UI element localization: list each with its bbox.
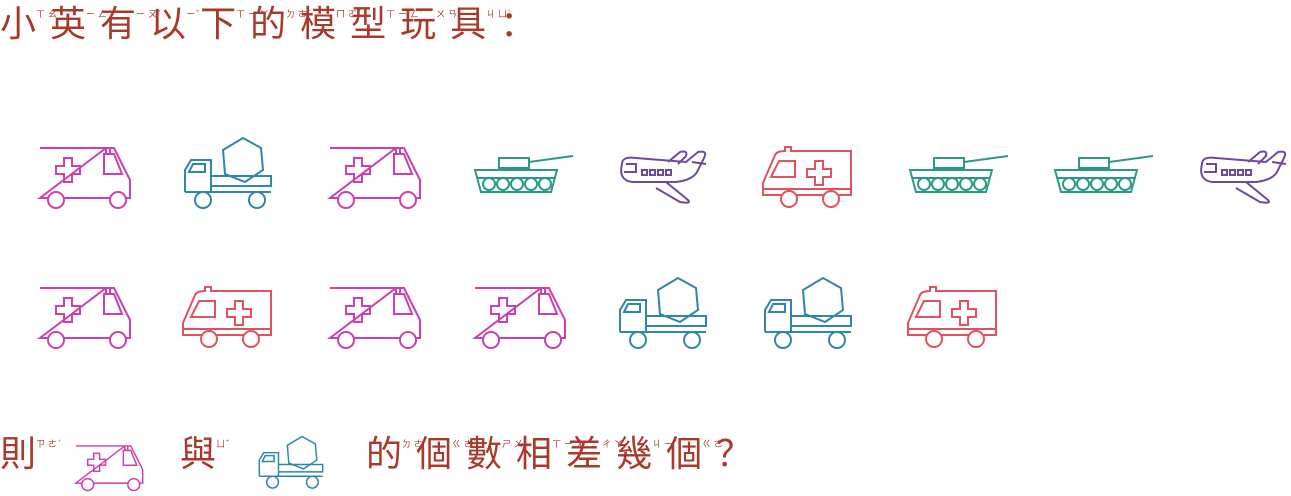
question-char: 玩 <box>400 4 437 45</box>
question-char: 英 <box>50 4 87 45</box>
zhuyin-annotation: ㄒ ㄠˇ <box>36 10 62 20</box>
ambulance-right-icon <box>326 280 426 350</box>
zhuyin-annotation: ㄒ ㄧ ㄥˊ <box>386 10 424 20</box>
question-char: 則 <box>0 434 37 475</box>
airplane-icon <box>1196 150 1290 206</box>
zhuyin-annotation: ㄒ ㄧ ㄤ <box>552 440 585 450</box>
question-char: 個 <box>666 434 703 475</box>
zhuyin-annotation: ㄔ ㄚ <box>602 440 623 450</box>
tank-icon <box>471 154 575 198</box>
ambulance-right-icon <box>326 140 426 210</box>
zhuyin-annotation: ㄕ ㄨˋ <box>502 440 528 450</box>
toy-row-1 <box>0 136 1291 220</box>
question-char: 幾 <box>616 434 653 475</box>
zhuyin-annotation: ㄐ ㄧˇ <box>652 440 678 450</box>
zhuyin-annotation: ㄒ ㄧ ㄚˋ <box>236 10 274 20</box>
ambulance-right-icon <box>36 280 136 350</box>
cement-truck-reference-icon <box>255 435 327 495</box>
question-char: ： <box>500 4 537 45</box>
zhuyin-annotation: ㄩˇ <box>216 440 230 450</box>
question-char: 模 <box>300 4 337 45</box>
zhuyin-annotation: ㄧˇ <box>186 10 200 20</box>
question-char: ？ <box>716 434 753 475</box>
zhuyin-annotation: ㄍ ㄜˋ <box>452 440 478 450</box>
question-char: 有 <box>100 4 137 45</box>
question-line-2-part-2: 與ㄩˇ <box>180 432 230 478</box>
zhuyin-annotation: ㄐ ㄩˋ <box>486 10 512 20</box>
tank-icon <box>906 154 1010 198</box>
question-char: 以 <box>150 4 187 45</box>
zhuyin-annotation: ㄗ ㄜˊ <box>36 440 62 450</box>
zhuyin-annotation: ㄧ ㄥ <box>86 10 107 20</box>
cement-truck-icon <box>616 276 710 352</box>
question-char: 下 <box>200 4 237 45</box>
question-line-1: 小ㄒ ㄠˇ 英ㄧ ㄥ有ㄧ ㄡˇ 以ㄧˇ 下ㄒ ㄧ ㄚˋ 的ㄉ ㄜ˙ 模ㄇ ㄛˊ 型ㄒ ㄧ ㄥ… <box>0 2 536 48</box>
ambulance-left-icon <box>906 285 1000 349</box>
question-line-2-part-1: 則ㄗ ㄜˊ <box>0 432 62 478</box>
zhuyin-annotation: ㄧ ㄡˇ <box>136 10 162 20</box>
cement-truck-icon <box>761 276 855 352</box>
question-char: 的 <box>366 434 403 475</box>
zhuyin-annotation: ㄇ ㄛˊ <box>336 10 362 20</box>
zhuyin-annotation: ㄍ ㄜ˙ <box>702 440 728 450</box>
question-char: 的 <box>250 4 287 45</box>
question-char: 個 <box>416 434 453 475</box>
ambulance-reference-icon <box>72 440 148 496</box>
zhuyin-annotation: ㄉ ㄜ˙ <box>402 440 428 450</box>
question-char: 相 <box>516 434 553 475</box>
question-line-2-part-3: 的ㄉ ㄜ˙ 個ㄍ ㄜˋ 數ㄕ ㄨˋ 相ㄒ ㄧ ㄤ差ㄔ ㄚ幾ㄐ ㄧˇ 個ㄍ ㄜ˙？ <box>366 432 752 478</box>
ambulance-right-icon <box>471 280 571 350</box>
zhuyin-annotation: ㄨ ㄢˊ <box>436 10 462 20</box>
ambulance-right-icon <box>36 140 136 210</box>
question-char: 小 <box>0 4 37 45</box>
tank-icon <box>1051 154 1155 198</box>
toy-row-2 <box>0 276 1291 360</box>
question-char: 差 <box>566 434 603 475</box>
zhuyin-annotation: ㄉ ㄜ˙ <box>286 10 312 20</box>
airplane-icon <box>616 150 710 206</box>
question-char: 具 <box>450 4 487 45</box>
question-char: 數 <box>466 434 503 475</box>
ambulance-left-icon <box>181 285 275 349</box>
ambulance-left-icon <box>761 145 855 209</box>
question-char: 型 <box>350 4 387 45</box>
cement-truck-icon <box>181 136 275 212</box>
question-char: 與 <box>180 434 217 475</box>
